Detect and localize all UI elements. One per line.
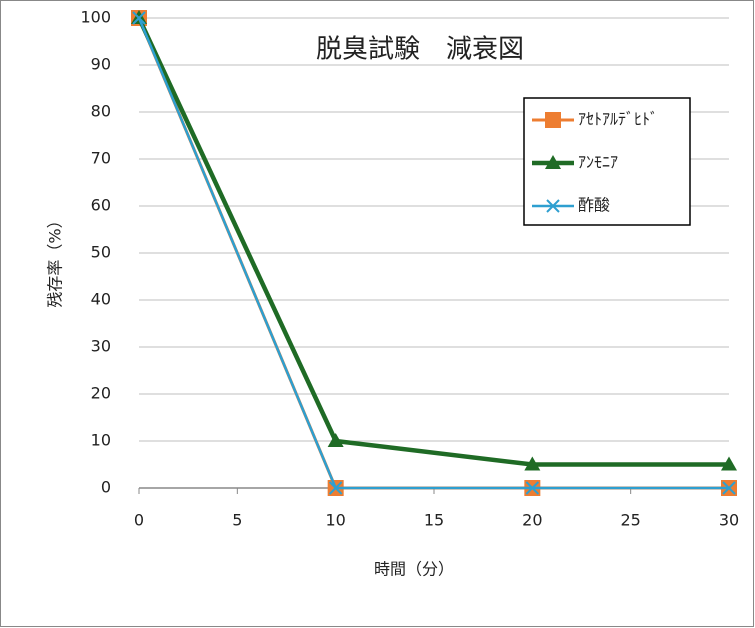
marker	[328, 481, 343, 495]
legend-label: ｱﾝﾓﾆｱ	[578, 153, 618, 172]
y-tick-label: 30	[91, 337, 111, 356]
x-axis-label: 時間（分）	[374, 560, 454, 579]
y-tick-label: 10	[91, 431, 111, 450]
x-tick-label: 15	[424, 511, 444, 530]
y-tick-label: 0	[101, 478, 111, 497]
y-tick-label: 40	[91, 290, 111, 309]
y-axis-label: 残存率（%）	[46, 212, 65, 307]
y-tick-label: 60	[91, 196, 111, 215]
legend-marker	[545, 155, 561, 169]
x-tick-label: 25	[620, 511, 640, 530]
y-tick-label: 50	[91, 243, 111, 262]
marker	[132, 11, 146, 25]
plot-area	[131, 10, 737, 496]
x-tick-label: 30	[719, 511, 739, 530]
legend-label: ｱｾﾄｱﾙﾃﾞﾋﾄﾞ	[578, 110, 658, 129]
marker	[722, 481, 736, 495]
marker	[525, 481, 540, 495]
chart-title: 脱臭試験 減衰図	[316, 35, 524, 65]
x-tick-label: 0	[134, 511, 144, 530]
y-tick-label: 80	[91, 102, 111, 121]
marker	[524, 456, 541, 471]
x-tick-label: 10	[325, 511, 345, 530]
marker	[327, 433, 344, 447]
y-tick-label: 100	[80, 8, 111, 27]
series-line	[136, 17, 729, 467]
series-line	[137, 17, 729, 490]
x-tick-label: 5	[232, 511, 242, 530]
legend-marker	[545, 112, 561, 128]
legend-marker	[546, 199, 560, 213]
y-tick-label: 20	[91, 384, 111, 403]
y-tick-label: 70	[91, 149, 111, 168]
x-tick-label: 20	[522, 511, 542, 530]
marker	[721, 456, 737, 471]
y-tick-label: 90	[91, 55, 111, 74]
legend-label: 酢酸	[578, 196, 610, 215]
legend: ｱｾﾄｱﾙﾃﾞﾋﾄﾞ ｱﾝﾓﾆｱ 酢酸	[532, 110, 658, 215]
